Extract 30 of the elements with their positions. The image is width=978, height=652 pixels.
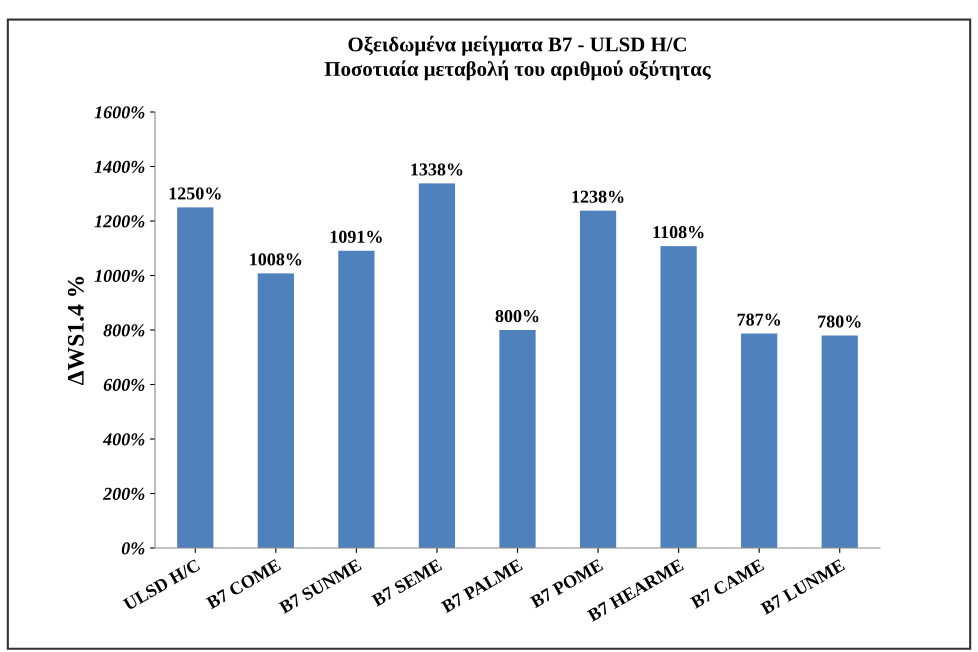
bar (660, 246, 697, 548)
data-label: 1008% (250, 253, 302, 266)
y-tick-label: 0% (122, 542, 144, 554)
y-tick-label: 1000% (94, 270, 144, 282)
bar (822, 335, 858, 548)
bar (741, 334, 778, 548)
data-label: 787% (738, 314, 780, 326)
data-label: 800% (496, 310, 538, 322)
bar (499, 330, 536, 548)
y-tick-label: 600% (104, 378, 144, 391)
bar (418, 183, 456, 548)
data-label: 1238% (572, 190, 624, 203)
chart-title: Οξειδωμένα μείγματα B7 - ULSD H/C Ποσοτιαία μεταβολή του αριθμού οξύτητας (324, 36, 711, 80)
y-tick-label: 1600% (94, 106, 144, 118)
bar (338, 250, 375, 548)
y-tick-label: 800% (103, 324, 144, 336)
bar (177, 207, 214, 548)
y-tick-label: 1200% (94, 215, 144, 228)
x-tick-label: ULSD H/C (122, 558, 200, 611)
data-label: 1108% (653, 226, 704, 238)
bar (580, 210, 616, 548)
y-tick-label: 400% (102, 433, 144, 446)
y-tick-label: 1400% (94, 160, 144, 173)
data-label: 780% (818, 315, 861, 328)
y-tick-label: 200% (102, 488, 144, 500)
y-axis-title: ΔWS1.4 % (68, 276, 84, 385)
data-label: 1250% (170, 187, 221, 200)
data-label: 1091% (330, 230, 382, 243)
data-label: 1338% (411, 163, 462, 176)
bar (258, 273, 294, 548)
